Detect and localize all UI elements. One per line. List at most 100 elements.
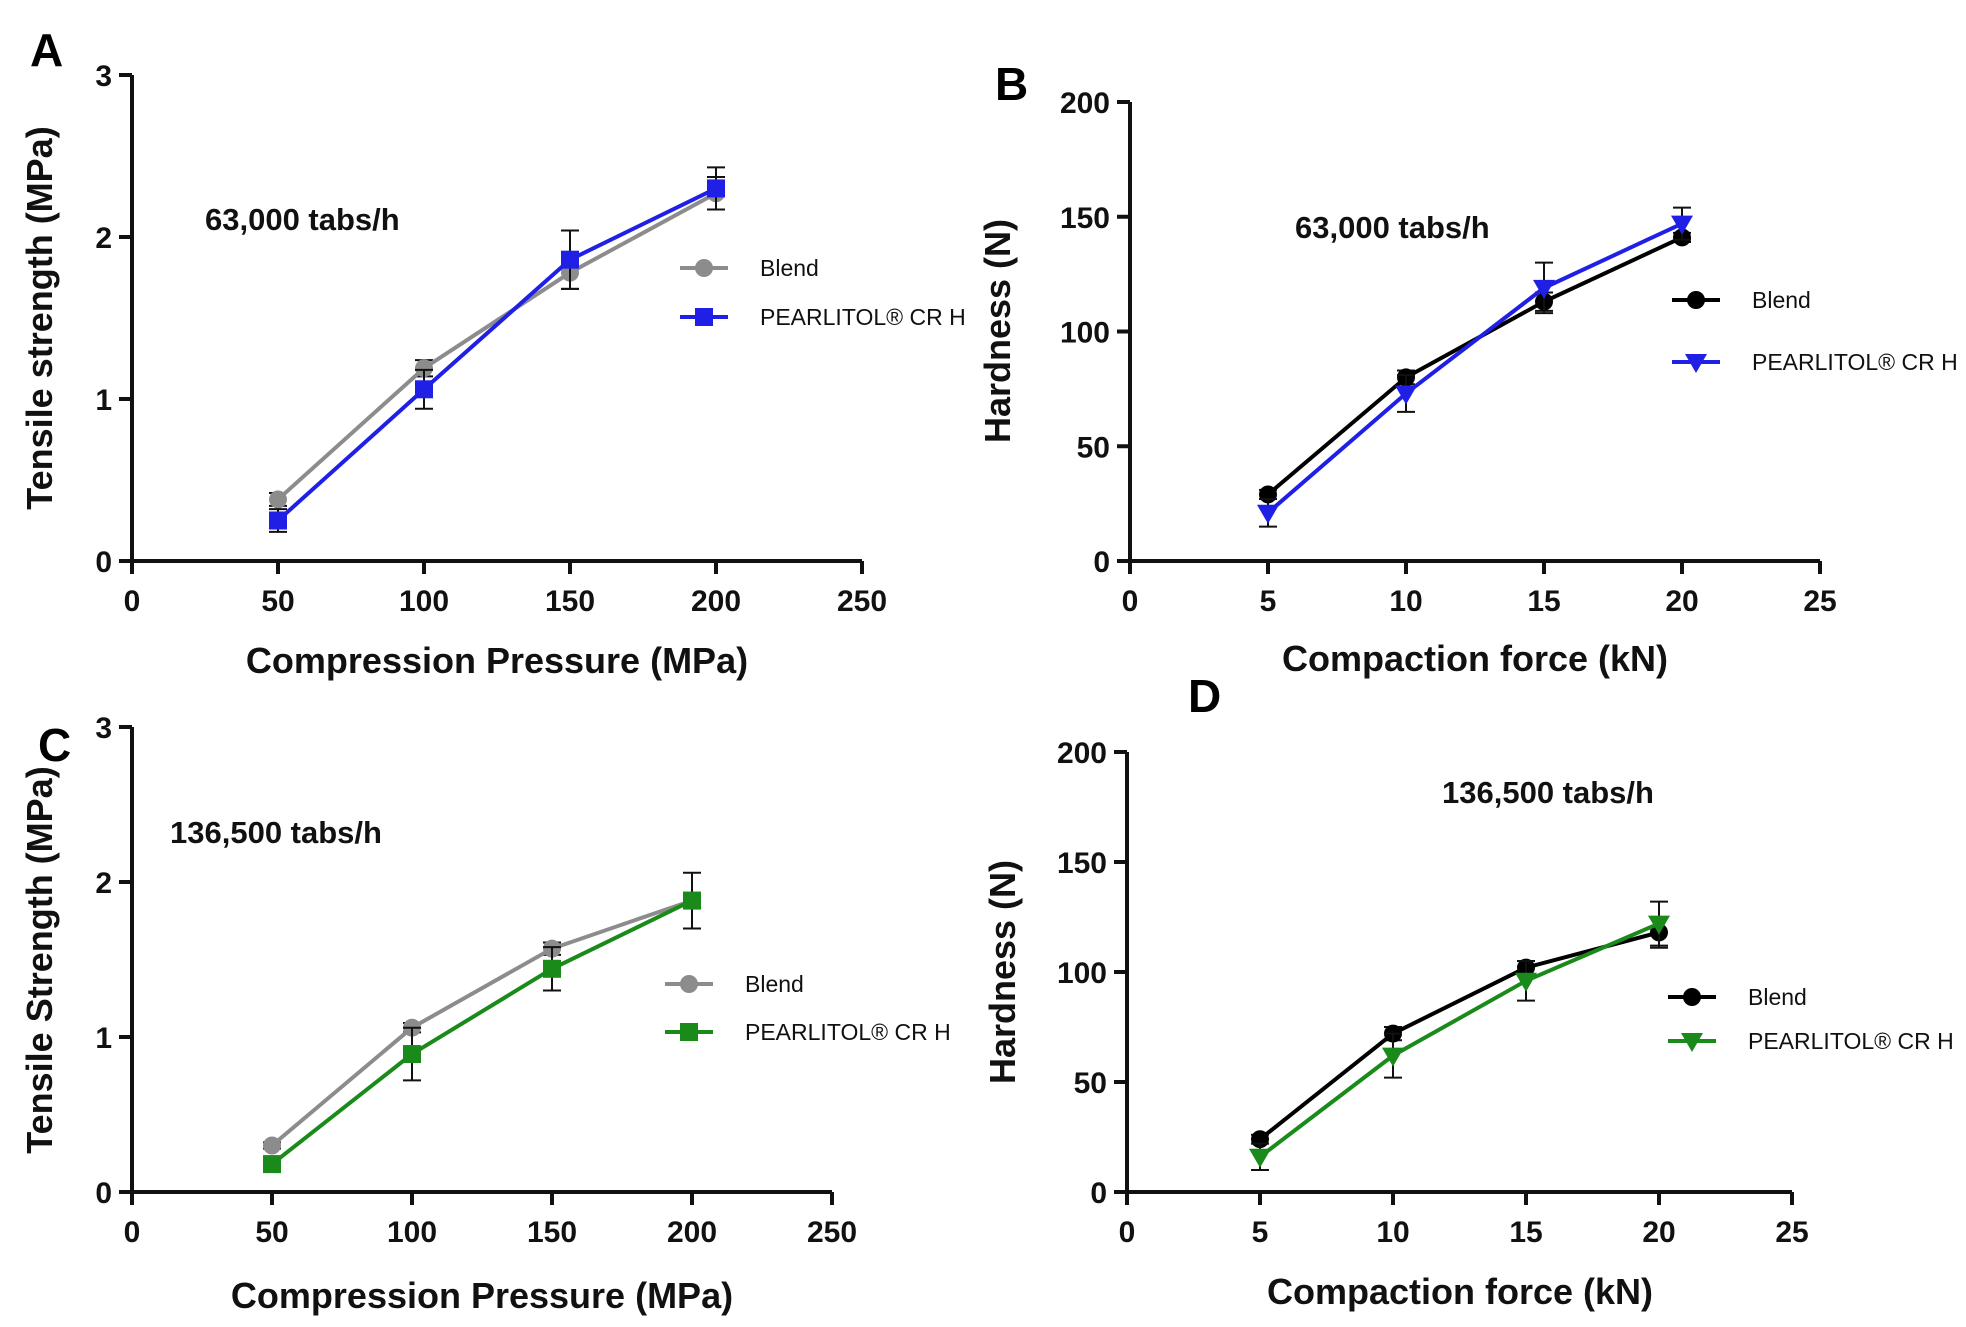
panel-d-legend: Blend PEARLITOL® CR H — [1668, 984, 1954, 1054]
panel-c-data-point — [403, 1045, 421, 1064]
panel-c-y-tick-label: 1 — [95, 1022, 112, 1055]
panel-a-y-tick-label: 0 — [95, 546, 112, 579]
panel-b-x-tick-label: 25 — [1803, 585, 1836, 618]
panel-d-y-tick-label: 0 — [1090, 1177, 1107, 1210]
panel-c-y-tick-label: 2 — [95, 867, 112, 900]
panel-b-letter: B — [995, 58, 1028, 110]
panel-c-legend-label: PEARLITOL® CR H — [745, 1019, 951, 1045]
panel-a-x-tick-label: 50 — [261, 585, 294, 618]
panel-d-data-point — [1249, 1148, 1271, 1168]
panel-c-data-point — [543, 959, 561, 978]
panel-b-chart: 0 5 10 15 20 25 0 50 100 150 200 Compaction force (… — [977, 58, 1958, 679]
panel-d-annotation: 136,500 tabs/h — [1442, 775, 1654, 810]
panel-b-legend-marker — [1687, 291, 1705, 309]
panel-d-x-tick-label: 20 — [1642, 1216, 1675, 1249]
panel-a-data-point — [269, 511, 287, 530]
panel-b-y-tick-label: 50 — [1077, 431, 1110, 464]
panel-d-y-tick-label: 200 — [1057, 737, 1107, 770]
panel-d-x-tick-label: 0 — [1119, 1216, 1136, 1249]
panel-d-y-tick-label: 50 — [1074, 1067, 1107, 1100]
panel-d-legend-marker — [1681, 1033, 1703, 1052]
panel-c-chart: 0 50 100 150 200 250 0 1 2 3 Compression Pressure … — [19, 712, 951, 1316]
panel-a-x-tick-label: 150 — [545, 585, 595, 618]
panel-b-x-tick-label: 0 — [1122, 585, 1139, 618]
panel-a-data-point — [707, 179, 725, 198]
panel-d-y-tick-label: 150 — [1057, 847, 1107, 880]
panel-c-series-blend — [263, 891, 701, 1155]
panel-a-legend-marker — [695, 308, 713, 326]
panel-a-data-point — [561, 250, 579, 269]
panel-d-data-point — [1515, 972, 1537, 992]
panel-c-legend-label: Blend — [745, 971, 804, 997]
panel-a-x-tick-label: 250 — [837, 585, 887, 618]
panel-b-y-tick-label: 100 — [1060, 317, 1110, 350]
panel-a-x-tick-label: 100 — [399, 585, 449, 618]
panel-d-legend-label: PEARLITOL® CR H — [1748, 1028, 1954, 1054]
panel-b-y-axis-title: Hardness (N) — [977, 219, 1018, 443]
panel-a-x-axis-title: Compression Pressure (MPa) — [246, 640, 748, 681]
panel-b-y-tick-label: 150 — [1060, 202, 1110, 235]
panel-c-data-point — [263, 1155, 281, 1174]
panel-c-legend-marker — [680, 975, 698, 993]
panel-d-chart: 0 5 10 15 20 25 0 50 100 150 200 Compaction force (… — [982, 670, 1954, 1312]
panel-b-legend-label: Blend — [1752, 287, 1811, 313]
panel-b-series-line — [1266, 221, 1683, 515]
panel-d-x-tick-label: 5 — [1252, 1216, 1269, 1249]
panel-c-letter: C — [38, 719, 71, 771]
panel-c-legend-marker — [680, 1023, 698, 1041]
panel-a-chart: 0 50 100 150 200 250 0 1 2 3 Compression Pressure … — [19, 24, 966, 681]
panel-b-x-tick-label: 20 — [1665, 585, 1698, 618]
panel-b-data-point — [1395, 385, 1417, 405]
panel-b-x-tick-label: 5 — [1260, 585, 1277, 618]
panel-a-y-axis-title: Tensile strength (MPa) — [19, 126, 60, 509]
panel-a-annotation: 63,000 tabs/h — [205, 202, 400, 237]
panel-d-x-axis-title: Compaction force (kN) — [1267, 1271, 1653, 1312]
panel-b-y-tick-label: 0 — [1093, 546, 1110, 579]
panel-d-legend-label: Blend — [1748, 984, 1807, 1010]
panel-b-legend-marker — [1685, 354, 1707, 373]
panel-a-x-tick-label: 0 — [124, 585, 141, 618]
panel-c-x-tick-label: 100 — [387, 1216, 437, 1249]
panel-d-series-line — [1258, 921, 1660, 1159]
panel-c-series-pearlitol — [263, 871, 701, 1174]
panel-a-y-tick-label: 1 — [95, 384, 112, 417]
panel-c-y-tick-label: 3 — [95, 712, 112, 745]
panel-a-data-point — [415, 359, 433, 378]
panel-a-letter: A — [30, 24, 63, 76]
panel-c-x-tick-label: 0 — [124, 1216, 141, 1249]
panel-a-legend-marker — [695, 259, 713, 277]
panel-b-data-point — [1533, 279, 1555, 299]
panel-d-x-tick-label: 10 — [1376, 1216, 1409, 1249]
panel-a-legend: Blend PEARLITOL® CR H — [680, 255, 966, 330]
panel-b-data-point — [1257, 504, 1279, 524]
panel-b-x-tick-label: 10 — [1389, 585, 1422, 618]
panel-d-data-point — [1382, 1047, 1404, 1067]
panel-a-data-point — [269, 490, 287, 509]
panel-c-series-line — [270, 898, 693, 1148]
panel-a-data-point — [415, 380, 433, 399]
panel-b-x-tick-label: 15 — [1527, 585, 1560, 618]
panel-c-y-tick-label: 0 — [95, 1177, 112, 1210]
panel-b-legend: Blend PEARLITOL® CR H — [1672, 287, 1958, 375]
panel-c-data-point — [683, 891, 701, 910]
panel-c-data-point — [263, 1136, 281, 1155]
panel-a-legend-label: Blend — [760, 255, 819, 281]
panel-c-annotation: 136,500 tabs/h — [170, 815, 382, 850]
panel-d-data-point — [1648, 915, 1670, 935]
panel-a-series-line — [276, 191, 717, 501]
panel-c-x-tick-label: 50 — [255, 1216, 288, 1249]
panel-a-y-tick-label: 2 — [95, 222, 112, 255]
panel-a-series-pearlitol — [269, 166, 725, 533]
panel-d-series-line — [1258, 930, 1660, 1141]
panel-c-x-tick-label: 250 — [807, 1216, 857, 1249]
panel-b-series-line — [1266, 235, 1683, 496]
panel-d-letter: D — [1188, 670, 1221, 722]
panel-d-x-tick-label: 15 — [1509, 1216, 1542, 1249]
panel-b-x-axis-title: Compaction force (kN) — [1282, 638, 1668, 679]
panel-a-series-line — [276, 186, 717, 522]
panel-a-legend-label: PEARLITOL® CR H — [760, 304, 966, 330]
panel-a-y-tick-label: 3 — [95, 60, 112, 93]
panel-c-series-line — [270, 898, 693, 1166]
panel-d-series-blend — [1251, 916, 1668, 1149]
